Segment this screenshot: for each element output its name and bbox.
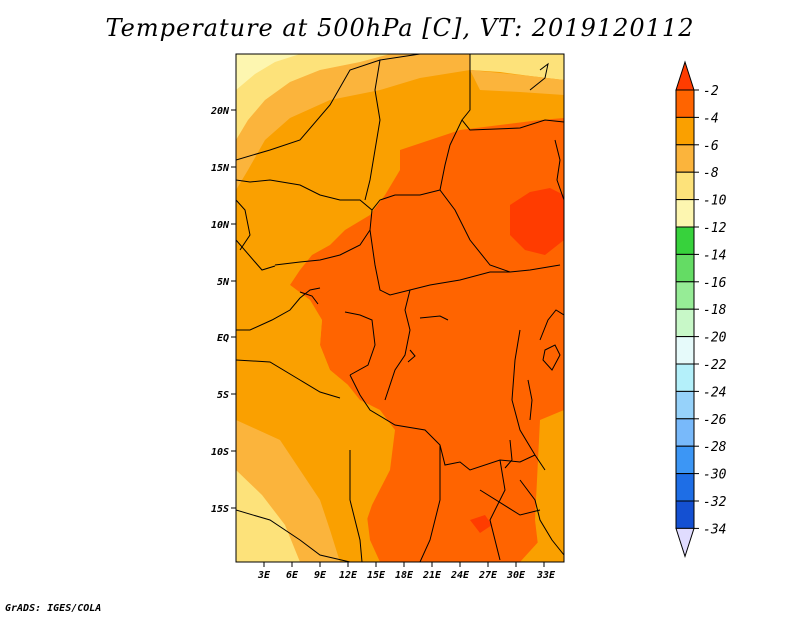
field-cool-band-nw <box>236 54 470 190</box>
colorbar-label: -24 <box>703 385 726 400</box>
temperature-field <box>236 54 564 562</box>
field-pocket-west <box>340 400 395 540</box>
colorbar-label: -32 <box>703 495 727 510</box>
lat-tick-label: 15N <box>211 163 230 174</box>
colorbar-segment <box>675 116 695 146</box>
lat-tick-label: 5N <box>217 277 230 288</box>
longitude-axis: 3E 6E 9E 12E 15E 18E 21E 24E 27E 30E 33E <box>257 562 556 581</box>
colorbar-segment <box>675 281 695 310</box>
colorbar-label: -34 <box>703 522 726 537</box>
colorbar-label: -26 <box>703 413 727 428</box>
lon-tick-label: 12E <box>339 570 358 581</box>
field-warmest-east <box>510 188 564 255</box>
colorbar-label: -10 <box>703 194 727 209</box>
colorbar-segment <box>675 253 695 283</box>
colorbar-top-arrow <box>675 60 695 91</box>
lat-tick-label: EQ <box>217 333 229 344</box>
colorbar-segment <box>675 171 695 201</box>
colorbar-label: -16 <box>703 276 727 291</box>
lat-tick-label: 10N <box>211 220 230 231</box>
lat-tick-label: 20N <box>210 106 230 117</box>
lat-tick-label: 15S <box>211 504 229 515</box>
lon-tick-label: 33E <box>536 570 556 581</box>
lon-tick-label: 21E <box>422 570 442 581</box>
map-frame <box>235 53 565 563</box>
lon-tick-label: 3E <box>257 570 271 581</box>
colorbar-segment <box>675 390 695 420</box>
latitude-axis: 20N 15N 10N 5N EQ 5S 10S 15S <box>210 106 236 515</box>
field-warm-core <box>290 118 564 562</box>
lon-tick-label: 27E <box>478 570 498 581</box>
colorbar-label: -30 <box>703 468 727 483</box>
colorbar-segment <box>675 336 695 365</box>
field-cool-ne <box>470 54 564 80</box>
field-pocket-cameroon <box>236 270 348 420</box>
lon-tick-label: 18E <box>395 570 414 581</box>
colorbar-segment <box>675 89 695 118</box>
colorbar-label: -4 <box>703 111 719 126</box>
colorbar-label: -8 <box>703 166 719 181</box>
colorbar-bottom-arrow <box>675 527 695 559</box>
colorbar-segment <box>675 445 695 475</box>
colorbar-segment <box>675 500 695 529</box>
field-warmest-south <box>470 515 492 533</box>
lon-tick-label: 30E <box>506 570 526 581</box>
field-cooler-nw <box>236 54 390 140</box>
colorbar-label: -14 <box>703 248 726 263</box>
lon-tick-label: 6E <box>286 570 299 581</box>
colorbar-label: -12 <box>703 221 727 236</box>
colorbar-segment <box>675 199 695 228</box>
colorbar-label: -6 <box>703 139 719 154</box>
colorbar-segment <box>675 226 695 255</box>
colorbar-segment <box>675 363 695 392</box>
colorbar-label: -28 <box>703 440 727 455</box>
colorbar-label: -20 <box>703 331 727 346</box>
lat-tick-label: 5S <box>217 390 229 401</box>
colorbar: -2 -4 -6 -8 -10 -12 -14 -16 -18 -20 -22 -24 -26 -28 -3… <box>675 60 727 559</box>
chart-title: Temperature at 500hPa [C], VT: 201912011… <box>105 14 695 42</box>
colorbar-segment <box>675 418 695 447</box>
lon-tick-label: 9E <box>314 570 327 581</box>
field-coolest-nw <box>236 54 300 90</box>
lon-tick-label: 24E <box>450 570 470 581</box>
colorbar-label: -22 <box>703 358 727 373</box>
footer-credit: GrADS: IGES/COLA <box>5 603 102 614</box>
lon-tick-label: 15E <box>367 570 386 581</box>
field-cooler-sw <box>236 470 300 562</box>
colorbar-segment <box>675 308 695 338</box>
country-borders <box>236 54 564 562</box>
colorbar-segment <box>675 473 695 502</box>
lat-tick-label: 10S <box>211 447 229 458</box>
field-cool-ne-2 <box>470 70 564 95</box>
colorbar-label: -2 <box>703 84 719 99</box>
colorbar-label: -18 <box>703 303 727 318</box>
colorbar-segment <box>675 144 695 173</box>
